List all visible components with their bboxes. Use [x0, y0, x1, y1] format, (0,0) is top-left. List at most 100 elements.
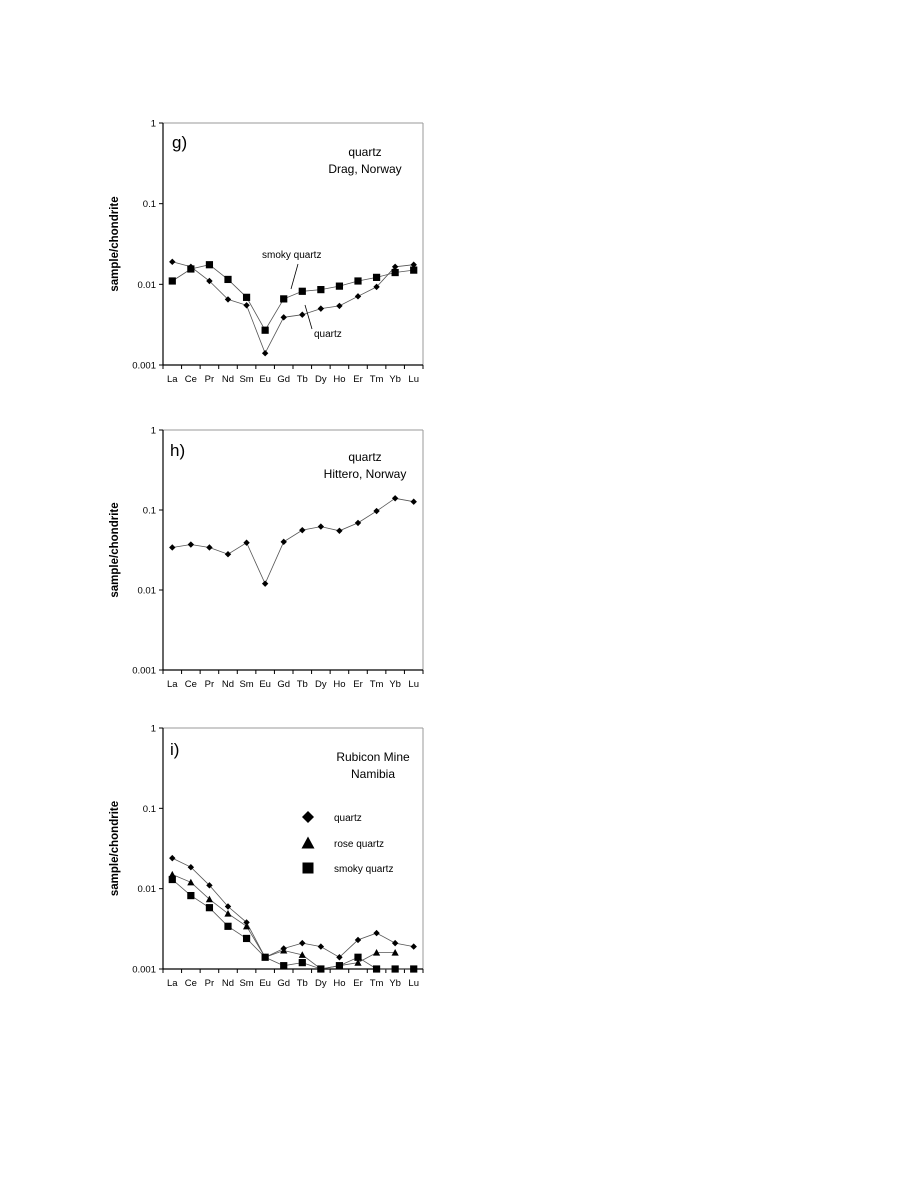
data-point: [187, 878, 195, 886]
data-point: [187, 541, 195, 548]
x-tick-label: Er: [353, 374, 363, 385]
data-point: [299, 939, 306, 947]
chart-title-line: Drag, Norway: [328, 162, 401, 176]
data-point: [373, 929, 380, 937]
x-tick-label: Tb: [297, 978, 308, 989]
data-point: [335, 962, 344, 970]
x-tick-label: Ce: [185, 679, 197, 690]
series-annotation: smoky quartz: [262, 250, 321, 261]
x-tick-label: Tm: [370, 679, 384, 690]
data-point: [169, 544, 176, 551]
x-tick-label: Pr: [205, 374, 215, 385]
x-tick-label: Yb: [389, 374, 401, 385]
data-point: [243, 539, 250, 546]
data-point: [410, 943, 417, 950]
data-point: [391, 939, 399, 947]
data-point: [354, 936, 362, 944]
x-tick-label: Ce: [185, 978, 197, 989]
data-point: [354, 519, 362, 527]
annotation-leader: [304, 304, 313, 330]
y-tick-label: 0.01: [138, 586, 157, 597]
panel-label: i): [170, 740, 179, 759]
data-point: [224, 296, 232, 303]
x-tick-label: Lu: [408, 679, 419, 690]
x-tick-label: Lu: [408, 374, 419, 385]
data-point: [410, 965, 418, 973]
series-quartz: [169, 854, 417, 961]
legend-label: rose quartz: [334, 839, 384, 850]
series-smoky-quartz: [168, 875, 418, 973]
y-tick-label: 1: [151, 426, 156, 437]
data-point: [205, 261, 214, 269]
y-tick-label: 0.001: [132, 361, 156, 372]
data-point: [206, 277, 213, 285]
x-tick-label: Gd: [277, 978, 290, 989]
data-point: [187, 265, 195, 273]
x-tick-label: Eu: [259, 679, 271, 690]
data-point: [280, 538, 287, 546]
x-tick-label: Yb: [389, 978, 401, 989]
series-smoky-quartz: [168, 261, 418, 334]
data-point: [372, 273, 381, 281]
y-tick-label: 1: [151, 119, 156, 130]
data-point: [354, 953, 362, 961]
data-point: [261, 350, 269, 357]
data-point: [317, 286, 325, 294]
data-point: [169, 258, 176, 266]
x-tick-label: Pr: [205, 978, 215, 989]
series-line: [172, 857, 414, 958]
data-point: [298, 951, 306, 958]
annotation-leader: [290, 263, 299, 290]
x-tick-label: Tb: [297, 679, 308, 690]
data-point: [373, 283, 380, 291]
chart-title-line: quartz: [348, 450, 381, 464]
data-point: [298, 959, 306, 967]
data-point: [224, 903, 232, 910]
y-axis-label: sample/chondrite: [109, 502, 121, 597]
data-point: [187, 891, 195, 900]
series-quartz: [169, 495, 417, 587]
data-point: [391, 949, 399, 956]
x-tick-label: Lu: [408, 978, 419, 989]
x-tick-label: Dy: [315, 978, 327, 989]
x-tick-label: La: [167, 978, 178, 989]
series-annotation: quartz: [314, 329, 342, 340]
x-tick-label: Sm: [239, 679, 253, 690]
chart-title-line: Namibia: [351, 767, 395, 781]
x-tick-label: Er: [353, 679, 363, 690]
x-tick-label: Tb: [297, 374, 308, 385]
x-tick-label: Sm: [239, 374, 253, 385]
y-tick-label: 0.1: [143, 199, 156, 210]
chart-panel-h: 1 0.1 0.01 0.001 La Ce Pr Nd Sm Eu Gd Tb Dy Ho Er Tm Yb L…: [109, 426, 424, 690]
y-tick-label: 1: [151, 724, 156, 735]
data-point: [205, 904, 214, 912]
data-point: [243, 919, 250, 926]
data-point: [168, 875, 176, 884]
data-point: [280, 946, 288, 954]
data-point: [410, 266, 418, 274]
x-tick-label: Nd: [222, 679, 234, 690]
chart-title-line: Rubicon Mine: [336, 750, 410, 764]
data-point: [317, 965, 325, 973]
data-point: [298, 287, 306, 295]
x-tick-label: Ce: [185, 374, 197, 385]
panel-label: h): [170, 441, 185, 460]
data-point: [242, 934, 251, 943]
chart-panel-g: 1 0.1 0.01 0.001 La Ce Pr Nd Sm Eu Gd Tb Dy Ho Er Tm Yb L…: [109, 119, 424, 385]
x-tick-label: Nd: [222, 978, 234, 989]
data-point: [336, 527, 343, 534]
data-point: [391, 263, 399, 270]
x-tick-label: Eu: [259, 978, 271, 989]
data-point: [391, 268, 399, 277]
y-tick-label: 0.01: [138, 280, 157, 291]
x-tick-label: La: [167, 374, 178, 385]
data-point: [242, 293, 251, 301]
chart-panel-i: 1 0.1 0.01 0.001 La Ce Pr Nd Sm Eu Gd Tb Dy Ho Er Tm Yb L…: [109, 724, 424, 989]
data-point: [391, 495, 399, 502]
series-line: [172, 874, 396, 970]
y-axis-label: sample/chondrite: [109, 196, 121, 291]
data-point: [372, 965, 381, 973]
data-point: [242, 922, 251, 930]
y-tick-label: 0.01: [138, 884, 157, 895]
